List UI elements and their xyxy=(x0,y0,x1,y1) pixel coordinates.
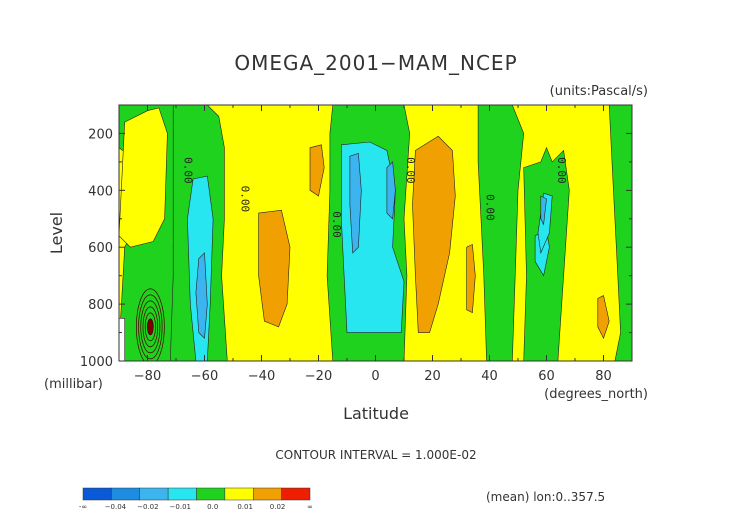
colorbar-swatch xyxy=(224,487,254,501)
contour-line-max-0 xyxy=(147,318,154,336)
x-tick-label: −60 xyxy=(191,369,218,384)
x-tick-label: 80 xyxy=(595,369,612,384)
contour-region-14 xyxy=(412,135,456,333)
y-tick-label: 400 xyxy=(88,184,113,199)
x-units-label: (degrees_north) xyxy=(544,387,648,402)
contour-label: 0.00 xyxy=(239,186,252,213)
x-tick-label: −80 xyxy=(134,369,161,384)
plot-area: 0.00 0.00 0.00 0.00 0.00 0.00 xyxy=(118,104,633,362)
contour-region-13 xyxy=(386,161,396,220)
colorbar-swatch xyxy=(281,487,311,501)
contour-line-max-3 xyxy=(140,300,161,354)
y-tick-label: 600 xyxy=(88,241,113,256)
contour-label: 0.00 xyxy=(404,157,417,184)
contour-region-16 xyxy=(466,243,476,314)
contour-label: 0.00 xyxy=(555,157,568,184)
colorbar-swatch xyxy=(111,487,140,501)
units-label: (units:Pascal/s) xyxy=(550,84,648,99)
contour-region-20 xyxy=(540,195,547,226)
x-tick-label: 20 xyxy=(424,369,441,384)
contour-region-15 xyxy=(477,105,525,361)
contour-line-max-2 xyxy=(142,306,159,348)
colorbar-label: −0.01 xyxy=(170,503,191,511)
colorbar-swatch xyxy=(82,487,112,501)
colorbar-label: 0.0 xyxy=(207,503,218,511)
x-tick-label: 60 xyxy=(538,369,555,384)
x-axis-label: Latitude xyxy=(343,404,409,423)
contour-labels: 0.00 0.00 0.00 0.00 0.00 0.00 xyxy=(182,157,568,238)
contour-label: 0.00 xyxy=(330,211,343,238)
colorbar-label: 0.01 xyxy=(237,503,253,511)
contour-line-max-1 xyxy=(144,312,156,342)
contour-region-8 xyxy=(258,209,291,328)
x-tick-label: 0 xyxy=(371,369,379,384)
contour-region-22 xyxy=(597,295,610,339)
y-axis-label: Level xyxy=(47,212,66,254)
contour-line-max-5 xyxy=(136,288,165,361)
colorbar-swatch xyxy=(253,487,282,501)
y-units-label: (millibar) xyxy=(44,377,103,392)
colorbar-label: 0.02 xyxy=(270,503,286,511)
contour-line-max-4 xyxy=(138,294,163,360)
colorbar-swatch xyxy=(139,487,169,501)
colorbar-label: −0.02 xyxy=(137,503,158,511)
contour-region-23 xyxy=(119,317,125,361)
contour-region-4 xyxy=(119,107,168,248)
chart-title: OMEGA_2001−MAM_NCEP xyxy=(234,51,517,75)
colorbar-swatch xyxy=(167,487,197,501)
contour-label: 0.00 xyxy=(182,157,195,184)
contour-interval-text: CONTOUR INTERVAL = 1.000E-02 xyxy=(275,448,476,462)
contour-label: 0.00 xyxy=(484,194,497,221)
contour-region-9 xyxy=(309,144,325,197)
colorbar-label: −0.04 xyxy=(105,503,127,511)
mean-label: (mean) lon:0..357.5 xyxy=(486,490,605,504)
contour-region-21 xyxy=(608,105,632,361)
x-tick-label: 40 xyxy=(481,369,498,384)
colorbar-label: ∞ xyxy=(307,503,313,511)
colorbar: -∞ −0.04 −0.02 −0.01 0.0 0.01 0.02 ∞ xyxy=(79,487,313,511)
x-tick-label: −20 xyxy=(305,369,332,384)
y-tick-label: 800 xyxy=(88,298,113,313)
contour-fill-layer xyxy=(119,105,632,361)
y-axis: 200 400 600 800 1000 xyxy=(80,104,632,370)
contour-region-12 xyxy=(349,152,362,254)
y-tick-label: 200 xyxy=(88,127,113,142)
colorbar-label: -∞ xyxy=(79,503,87,511)
colorbar-swatch xyxy=(196,487,226,501)
contour-region-7 xyxy=(195,252,208,339)
x-tick-label: −40 xyxy=(248,369,275,384)
y-tick-label: 1000 xyxy=(80,355,113,370)
